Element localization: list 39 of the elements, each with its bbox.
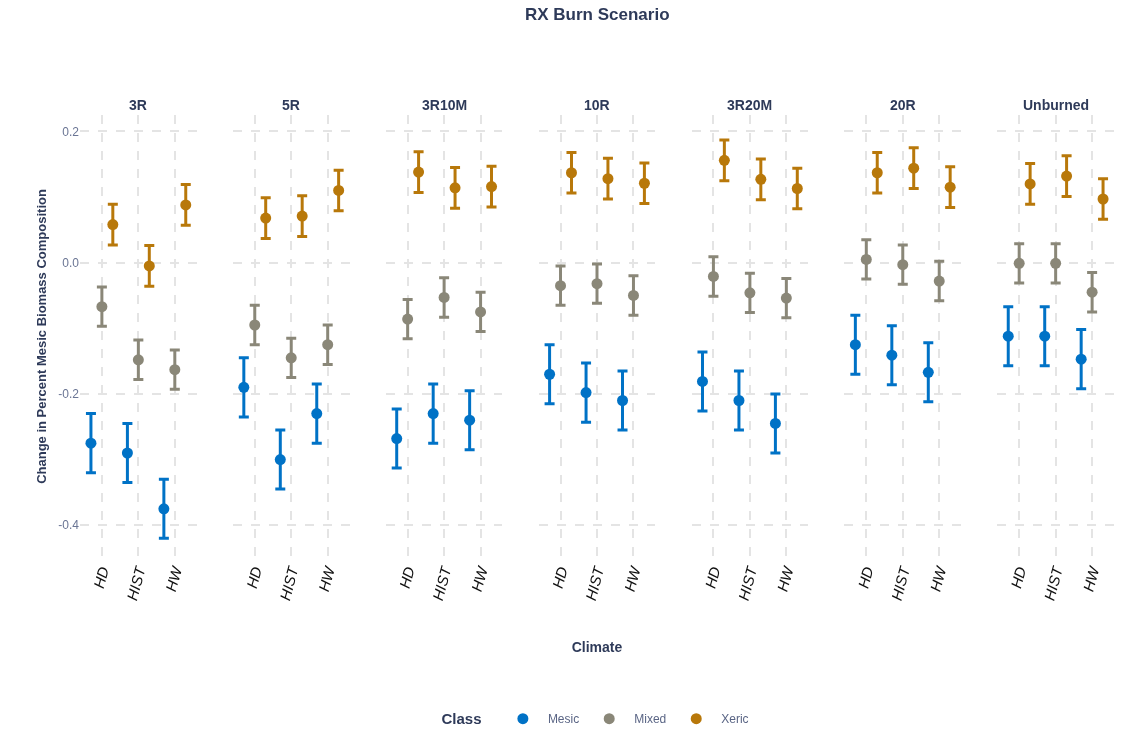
text: RX Burn Scenario bbox=[525, 5, 670, 24]
chart-title: 5R bbox=[282, 97, 300, 113]
x-tick-label: HIST bbox=[734, 563, 761, 603]
x-tick-label: HW bbox=[773, 563, 797, 594]
y-axis-title: Change in Percent Mesic Biomass Composition bbox=[34, 189, 50, 484]
legend-label: Mesic bbox=[547, 712, 580, 727]
x-tick-label: HIST bbox=[276, 563, 302, 603]
y-tick-label: 0.2 bbox=[62, 124, 80, 139]
x-tick-label: HW bbox=[926, 563, 950, 594]
chart-title: 3R10M bbox=[422, 97, 468, 113]
chart-title: 10R bbox=[584, 97, 610, 113]
x-tick-label: HD bbox=[854, 564, 877, 591]
x-tick-label: HIST bbox=[429, 563, 455, 603]
x-tick-label: HW bbox=[467, 563, 492, 594]
x-tick-label: HD bbox=[548, 564, 571, 591]
x-tick-label: HW bbox=[620, 563, 645, 594]
x-tick-label: HD bbox=[1007, 564, 1030, 591]
y-tick-label: 0.0 bbox=[62, 255, 80, 270]
x-tick-label: HIST bbox=[581, 563, 608, 603]
x-tick-label: HD bbox=[242, 564, 265, 591]
legend-label: Mixed bbox=[634, 712, 667, 727]
chart-title: 3R20M bbox=[727, 97, 773, 113]
y-tick-label: -0.2 bbox=[58, 387, 80, 402]
chart-title: Unburned bbox=[1023, 97, 1090, 113]
chart-title: 3R bbox=[129, 97, 147, 113]
x-tick-label: HW bbox=[314, 563, 339, 594]
legend-title: Class bbox=[441, 709, 482, 727]
x-tick-label: HD bbox=[395, 564, 418, 591]
x-axis-title: Climate bbox=[571, 638, 623, 655]
x-tick-label: HIST bbox=[887, 563, 914, 603]
x-tick-label: HIST bbox=[1040, 563, 1067, 603]
x-tick-label: HIST bbox=[123, 563, 149, 603]
x-tick-label: HW bbox=[162, 563, 186, 594]
x-tick-label: HD bbox=[701, 564, 724, 591]
legend-label: Xeric bbox=[721, 712, 749, 727]
x-tick-label: HW bbox=[1079, 563, 1103, 594]
x-tick-label: HD bbox=[89, 564, 113, 591]
y-tick-label: -0.4 bbox=[58, 518, 80, 533]
chart-title: 20R bbox=[890, 97, 916, 113]
